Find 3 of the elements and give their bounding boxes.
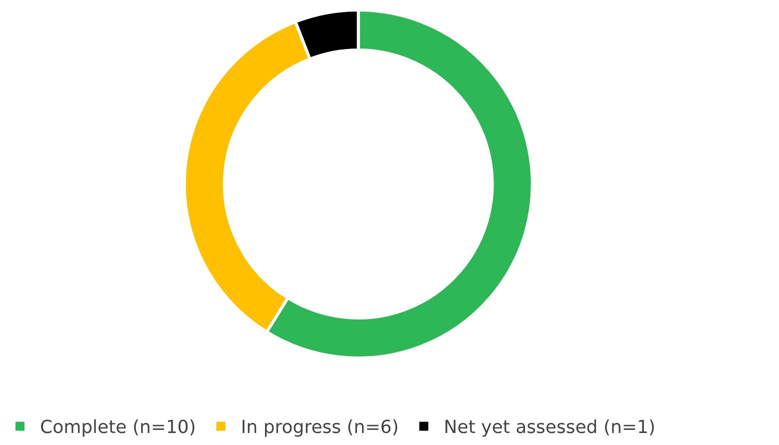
legend-label: Complete (n=10) [40,417,196,438]
legend-label: In progress (n=6) [240,417,399,438]
legend-label: Net yet assessed (n=1) [444,417,656,438]
